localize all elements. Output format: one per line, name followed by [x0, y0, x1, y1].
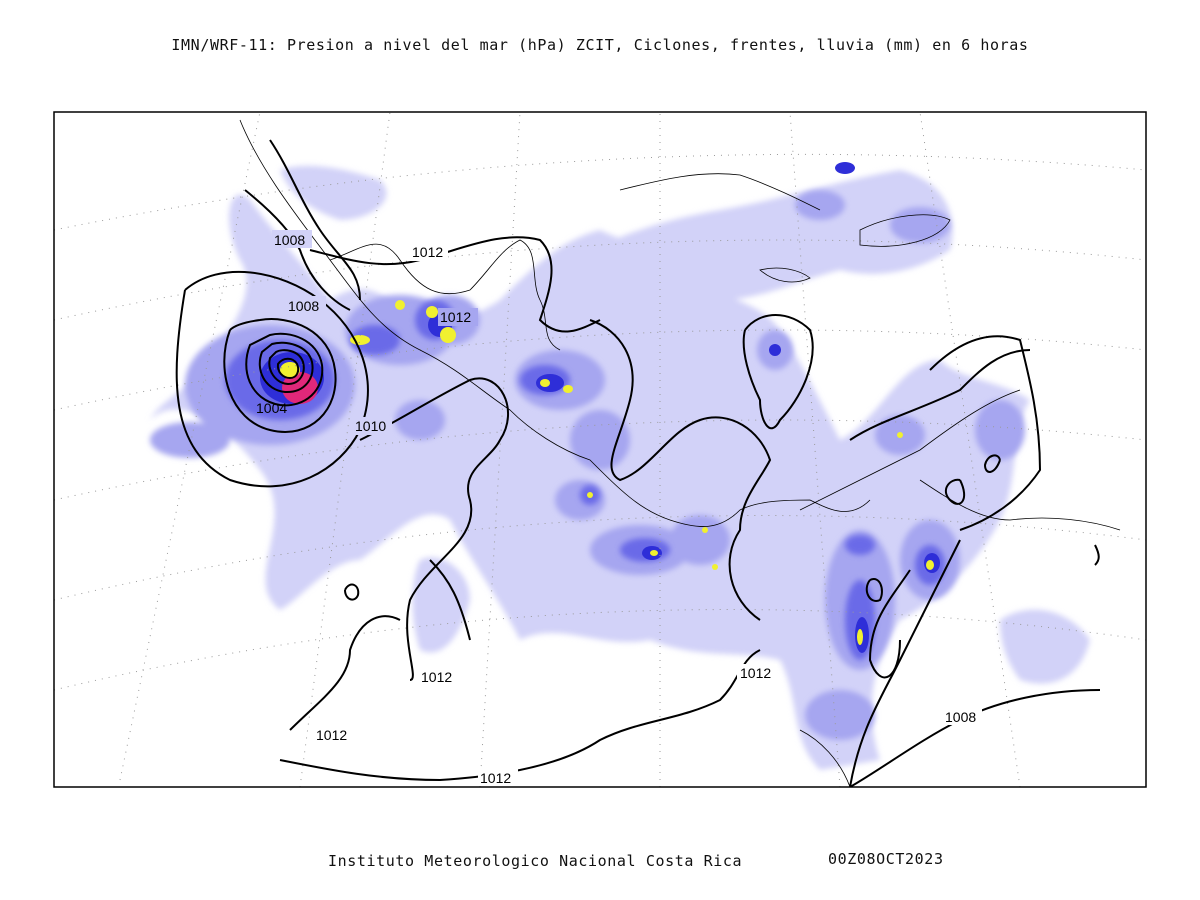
- map-frame: [53, 111, 1147, 788]
- timestamp-label: 00Z08OCT2023: [828, 850, 944, 868]
- rain-light-layer: [150, 165, 1090, 770]
- isobar-label: 1012: [740, 665, 771, 681]
- map-title: IMN/WRF-11: Presion a nivel del mar (hPa…: [171, 36, 1029, 54]
- isobar-label: 1012: [412, 244, 443, 260]
- isobar-label: 1012: [480, 770, 511, 786]
- rain-extreme-layer: [280, 300, 934, 645]
- isobar-label: 1012: [316, 727, 347, 743]
- coastlines: [239, 119, 1121, 787]
- isobar-label: 1008: [945, 709, 976, 725]
- isobar-label: 1008: [274, 232, 305, 248]
- isobar-label: 1008: [288, 298, 319, 314]
- isobar-label: 1010: [355, 418, 386, 434]
- isobar-label: 1012: [421, 669, 452, 685]
- graticule: [54, 112, 1146, 787]
- institution-label: Instituto Meteorologico Nacional Costa R…: [328, 852, 743, 870]
- isobar-label: 1012: [440, 309, 471, 325]
- isobar-label: 1004: [256, 400, 287, 416]
- rain-medium-layer: [150, 190, 1025, 740]
- isobar-labels: 1008 1012 1008 1012 1004 1010 1012 1012 …: [256, 230, 982, 786]
